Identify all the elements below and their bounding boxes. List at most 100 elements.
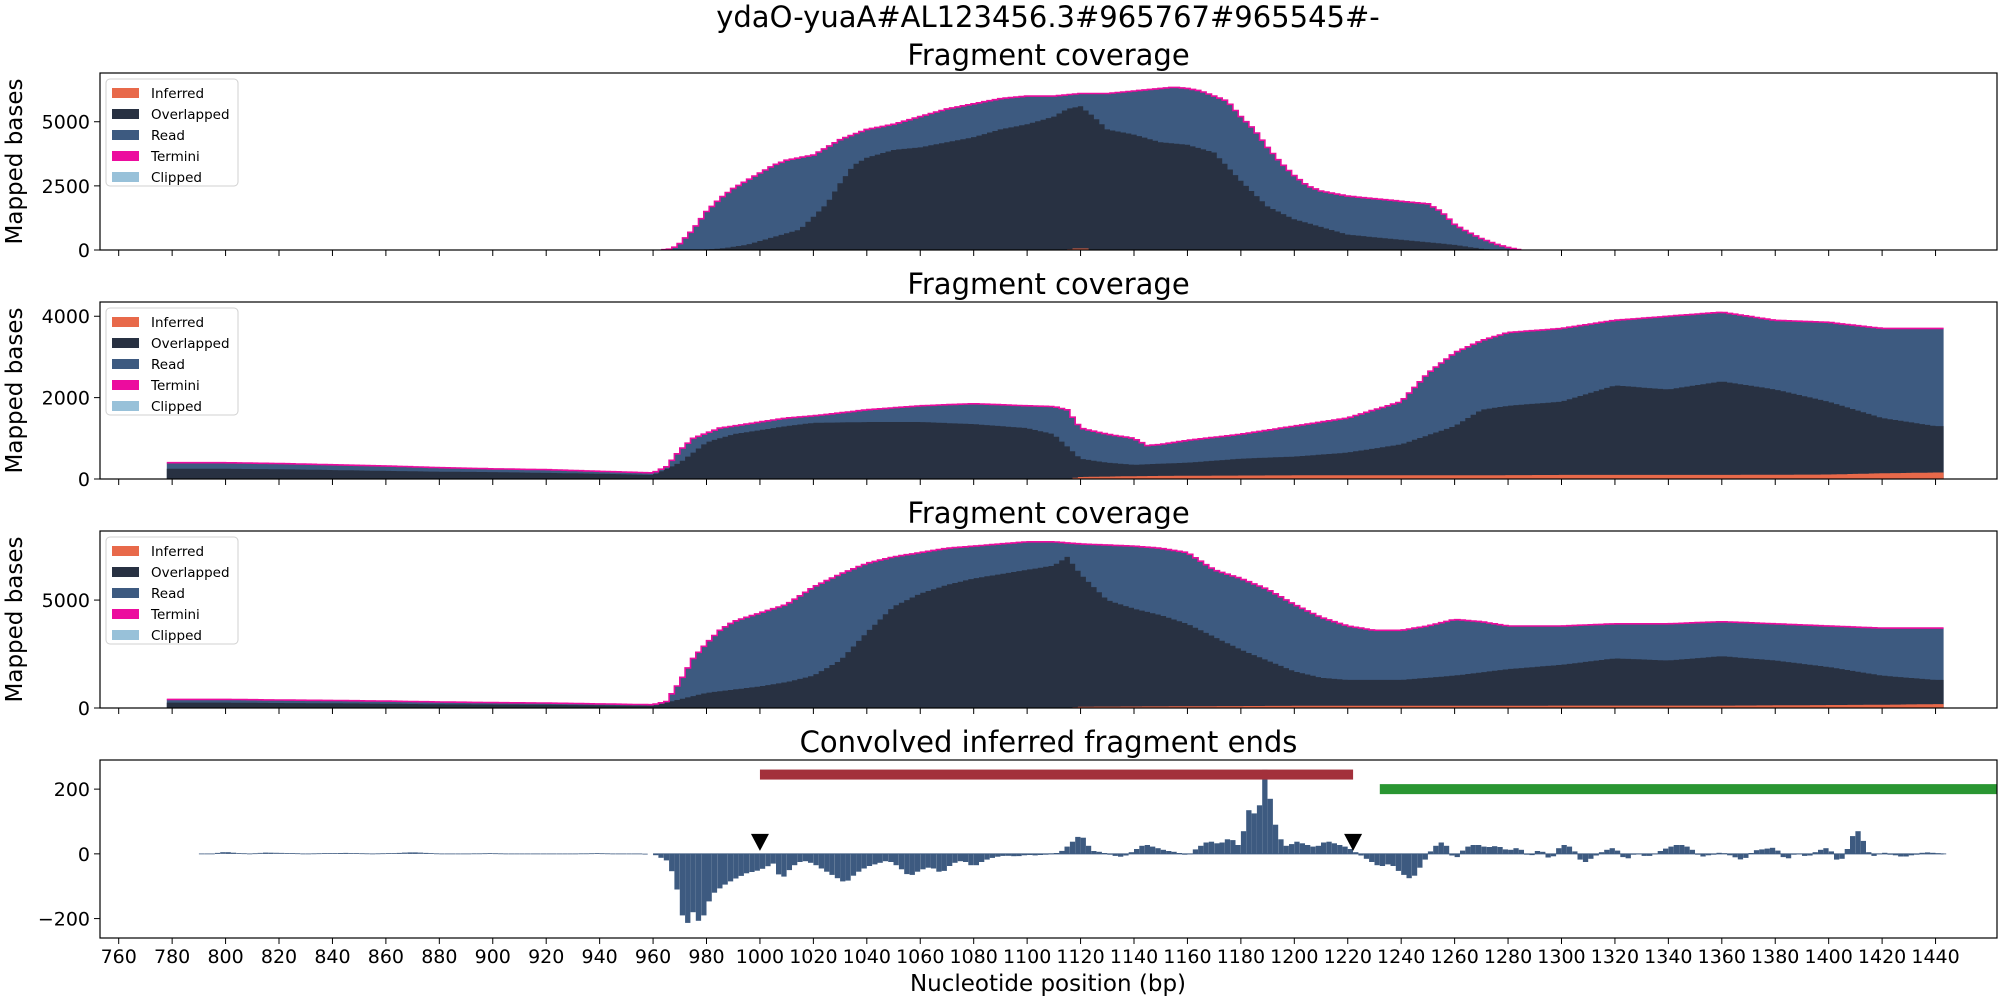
legend-swatch-overlapped [112,109,139,119]
signal-bar [1764,848,1770,854]
signal-bar [1235,845,1241,854]
signal-bar [460,853,466,855]
signal-bar [1278,839,1284,854]
signal-bar [1321,842,1327,854]
signal-bar [305,853,311,855]
y-tick-label: 4000 [42,306,90,328]
coverage-panel-1: Fragment coverage Mapped bases Inferred Ove… [2,38,1998,262]
signal-bar [1780,853,1786,858]
signal-bar [594,853,600,854]
signal-bar [1518,849,1524,854]
signal-bar [327,853,333,854]
x-tick-label: 1260 [1430,946,1478,968]
legend-swatch-read [112,130,139,140]
signal-bar [1834,853,1840,860]
signal-bar [572,853,579,855]
x-tick-label: 1360 [1698,946,1746,968]
signal-bar [963,853,969,862]
signal-bar [1411,853,1418,876]
signal-bar [1534,851,1541,854]
signal-bar [658,853,664,858]
signal-bar [492,853,499,855]
signal-bar [466,853,472,855]
signal-bar [583,853,589,855]
signal-bar [1673,845,1679,854]
signal-bar [385,853,392,854]
signal-bar [209,853,215,855]
signal-bar [1700,853,1706,857]
signal-bar [1497,847,1503,854]
signal-bar [621,853,627,855]
signal-bar [663,853,670,861]
signal-bar [300,853,306,855]
signal-bar [1620,853,1626,858]
signal-bar [1689,849,1695,854]
series-area-overlapped [166,556,1944,708]
signal-bar [1598,852,1605,854]
signal-bar [941,853,947,871]
signal-bar [268,852,274,854]
signal-bar [984,853,990,860]
y-tick-label: −200 [38,909,90,931]
signal-bar [295,853,301,855]
signal-bar [1882,852,1888,854]
coverage-panel-2: Fragment coverage Mapped bases Inferred Ove… [2,267,1998,491]
signal-bar [1647,853,1653,856]
legend-label-inferred: Inferred [151,315,204,331]
y-tick-label: 0 [78,844,90,866]
signal-bar [979,853,985,862]
signal-bar [626,853,632,855]
signal-bar [738,853,744,876]
legend-label-inferred: Inferred [151,86,204,102]
signal-bar [909,853,915,875]
signal-bar [1417,853,1423,868]
signal-bar [834,853,841,879]
signal-bar [653,853,659,856]
signal-bar [1892,853,1899,856]
legend-swatch-termini [112,380,139,390]
termini-line [661,86,1522,251]
legend-swatch-termini [112,609,139,619]
signal-bar [1604,849,1610,854]
signal-bar [1529,853,1535,856]
signal-bar [455,853,461,855]
signal-bar [1556,848,1562,854]
signal-bar [503,853,509,855]
signal-bar [1128,852,1134,854]
signal-bar [567,853,573,855]
signal-bar [1326,841,1332,854]
signal-bar [754,853,760,871]
signal-bar [1037,853,1044,855]
signal-bar [1005,853,1012,856]
signal-bar [1930,852,1936,854]
signal-bar [840,853,846,882]
signal-bar [1513,848,1519,854]
signal-bar [599,853,605,855]
signal-bar [1540,851,1546,854]
signal-bar [615,853,621,855]
signal-bar [669,853,675,872]
signal-bar [1844,849,1850,854]
signal-bar [1716,852,1722,854]
signal-bar [813,853,819,866]
signal-bar [482,853,488,855]
signal-bar [952,853,958,863]
signal-bar [1577,853,1583,860]
signal-bar [1096,851,1102,854]
signal-bar [824,853,830,872]
signal-bar [1230,840,1236,854]
signal-bar [920,853,926,870]
signal-bar [1305,845,1311,854]
x-tick-label: 760 [101,946,137,968]
signal-bar [1588,853,1594,859]
x-tick-label: 780 [154,946,190,968]
x-tick-label: 1040 [843,946,891,968]
y-tick-label: 0 [78,469,90,491]
signal-bar [1000,853,1006,856]
signal-bar [487,853,493,854]
signal-bar [1465,846,1471,854]
y-axis-label: Mapped bases [2,307,28,473]
signal-bar [690,853,696,913]
legend-swatch-read [112,359,139,369]
signal-bar [1283,845,1289,854]
